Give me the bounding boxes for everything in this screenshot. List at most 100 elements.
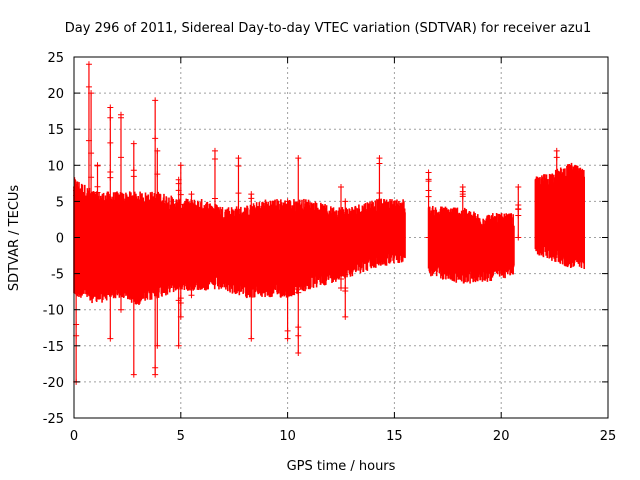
data-point [94,183,101,190]
data-point [188,215,195,222]
data-point [515,206,522,213]
data-point [284,327,291,334]
data-point [342,198,349,205]
data-point [117,207,124,214]
data-point [211,234,218,241]
data-point [107,174,114,181]
data-point [376,160,383,167]
y-tick-label: 0 [56,232,64,247]
data-point [130,255,137,262]
data-point [107,335,114,342]
data-point [154,229,161,236]
y-tick-label: 20 [47,87,64,102]
data-point [338,285,344,292]
data-point [152,97,159,104]
data-point [117,245,124,252]
data-point [154,206,161,213]
data-point [338,275,344,282]
data-point [152,135,159,142]
data-point [295,289,302,296]
data-point [235,190,242,197]
axes [73,56,609,419]
data-point [553,195,560,202]
x-tick-label: 25 [600,429,617,444]
data-point [88,90,95,97]
data-point [130,140,137,147]
y-tick-label: 15 [47,123,64,138]
data-point [295,155,302,162]
data-point [425,193,432,200]
data-point [376,155,383,162]
data-point [338,216,344,223]
data-point [117,154,124,161]
data-point [107,104,114,111]
x-tick-label: 0 [70,429,78,444]
data-point [94,247,101,254]
y-tick-label: -25 [43,412,64,427]
tick-labels: 0 5 10 15 20 25 -25 -20 -15 -10 -5 0 5 10 15 20 25 [43,51,617,444]
data-point [177,201,184,208]
y-tick-label: 25 [47,51,64,66]
data-point [284,219,291,226]
data-point [117,114,124,121]
data-point [515,234,522,241]
data-point [338,183,344,190]
data-point [235,220,242,227]
data-point [177,191,184,198]
data-point [130,167,137,174]
data-point [188,231,195,238]
data-point [177,300,184,307]
data-point [425,169,432,176]
data-point [342,287,349,294]
data-point [154,262,161,269]
x-tick-label: 10 [279,429,296,444]
data-point [295,332,302,339]
data-point [152,364,159,371]
data-point [188,253,195,260]
data-point [177,313,184,320]
data-point [376,189,383,196]
data-point [175,342,182,349]
data-point [515,212,522,219]
data-point [553,234,560,241]
data-point [130,371,137,378]
data-point [553,220,560,227]
data-point [88,174,95,181]
data-point [295,324,302,331]
data-point [248,195,255,202]
data-point [376,240,383,247]
data-point [248,335,255,342]
data-point [284,226,291,233]
data-point [88,216,95,223]
data-point [553,178,560,185]
data-point [107,114,114,121]
data-point [459,229,466,236]
x-tick-label: 15 [386,429,403,444]
data-point [235,211,242,218]
data-point [130,293,137,300]
data-point [154,342,161,349]
data-point [338,258,344,265]
data-point [211,220,218,227]
y-axis-label: SDTVAR / TECUs [7,185,22,292]
chart-title: Day 296 of 2011, Sidereal Day-to-day VTE… [65,21,591,36]
data-point [88,225,95,232]
data-point [211,147,218,154]
data-point [130,173,137,180]
x-axis-label: GPS time / hours [287,459,396,474]
y-tick-label: -10 [43,304,64,319]
data-point [459,234,466,241]
y-tick-label: -15 [43,340,64,355]
data-point [248,222,255,229]
data-point [425,234,432,241]
data-point [85,61,92,68]
y-tick-label: 10 [47,159,64,174]
data-point [342,271,349,278]
data-point [515,183,522,190]
y-tick-label: -20 [43,376,64,391]
data-point [188,191,195,198]
data-point [235,155,242,162]
data-point [284,335,291,342]
x-tick-label: 20 [493,429,510,444]
data-point [342,313,349,320]
